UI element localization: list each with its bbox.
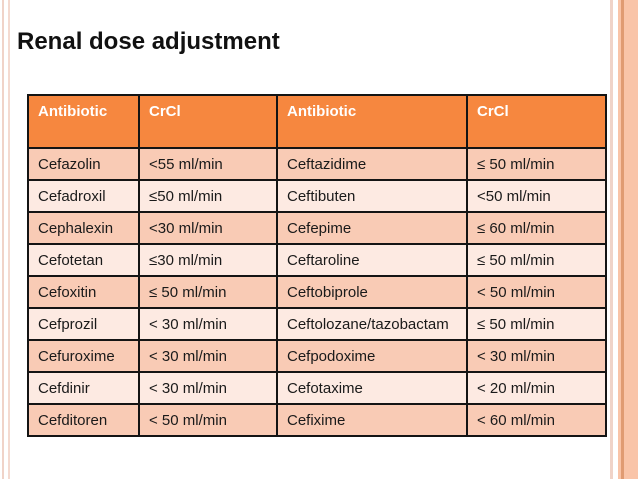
cell-crcl: ≤30 ml/min xyxy=(138,243,278,277)
cell-crcl: ≤50 ml/min xyxy=(138,179,278,213)
renal-dose-table: Antibiotic CrCl Antibiotic CrCl Cefazoli… xyxy=(27,94,607,437)
slide-title: Renal dose adjustment xyxy=(17,28,280,55)
cell-crcl: ≤ 50 ml/min xyxy=(466,147,607,181)
cell-antibiotic: Cefepime xyxy=(276,211,468,245)
table-row: Cefditoren < 50 ml/min Cefixime < 60 ml/… xyxy=(27,403,607,437)
cell-crcl: ≤ 50 ml/min xyxy=(138,275,278,309)
cell-antibiotic: Ceftaroline xyxy=(276,243,468,277)
header-antibiotic-1: Antibiotic xyxy=(27,94,140,149)
cell-crcl: < 20 ml/min xyxy=(466,371,607,405)
cell-antibiotic: Cefoxitin xyxy=(27,275,140,309)
frame-left-stripe-outer xyxy=(2,0,4,479)
cell-crcl: <50 ml/min xyxy=(466,179,607,213)
header-antibiotic-2: Antibiotic xyxy=(276,94,468,149)
cell-crcl: <55 ml/min xyxy=(138,147,278,181)
cell-antibiotic: Ceftolozane/tazobactam xyxy=(276,307,468,341)
cell-antibiotic: Cefpodoxime xyxy=(276,339,468,373)
frame-left-stripe-inner xyxy=(8,0,10,479)
cell-antibiotic: Ceftazidime xyxy=(276,147,468,181)
cell-crcl: < 50 ml/min xyxy=(466,275,607,309)
frame-right-band-line xyxy=(621,0,624,479)
cell-crcl: ≤ 50 ml/min xyxy=(466,243,607,277)
cell-antibiotic: Cefdinir xyxy=(27,371,140,405)
cell-crcl: < 30 ml/min xyxy=(138,307,278,341)
cell-antibiotic: Cephalexin xyxy=(27,211,140,245)
cell-crcl: <30 ml/min xyxy=(138,211,278,245)
cell-antibiotic: Cefixime xyxy=(276,403,468,437)
cell-crcl: < 60 ml/min xyxy=(466,403,607,437)
table-row: Cefotetan ≤30 ml/min Ceftaroline ≤ 50 ml… xyxy=(27,243,607,277)
table-row: Cefoxitin ≤ 50 ml/min Ceftobiprole < 50 … xyxy=(27,275,607,309)
cell-crcl: < 30 ml/min xyxy=(138,339,278,373)
table-row: Cefprozil < 30 ml/min Ceftolozane/tazoba… xyxy=(27,307,607,341)
cell-antibiotic: Cefprozil xyxy=(27,307,140,341)
cell-antibiotic: Cefadroxil xyxy=(27,179,140,213)
frame-right-stripe xyxy=(610,0,613,479)
header-crcl-2: CrCl xyxy=(466,94,607,149)
cell-antibiotic: Cefotetan xyxy=(27,243,140,277)
cell-crcl: < 30 ml/min xyxy=(466,339,607,373)
cell-antibiotic: Ceftobiprole xyxy=(276,275,468,309)
cell-crcl: ≤ 50 ml/min xyxy=(466,307,607,341)
cell-antibiotic: Cefuroxime xyxy=(27,339,140,373)
cell-crcl: < 30 ml/min xyxy=(138,371,278,405)
cell-crcl: < 50 ml/min xyxy=(138,403,278,437)
table-row: Cefazolin <55 ml/min Ceftazidime ≤ 50 ml… xyxy=(27,147,607,181)
header-crcl-1: CrCl xyxy=(138,94,278,149)
cell-antibiotic: Cefazolin xyxy=(27,147,140,181)
cell-antibiotic: Ceftibuten xyxy=(276,179,468,213)
table-row: Cefadroxil ≤50 ml/min Ceftibuten <50 ml/… xyxy=(27,179,607,213)
table-row: Cephalexin <30 ml/min Cefepime ≤ 60 ml/m… xyxy=(27,211,607,245)
table-header-row: Antibiotic CrCl Antibiotic CrCl xyxy=(27,94,607,149)
table-row: Cefdinir < 30 ml/min Cefotaxime < 20 ml/… xyxy=(27,371,607,405)
cell-crcl: ≤ 60 ml/min xyxy=(466,211,607,245)
table-row: Cefuroxime < 30 ml/min Cefpodoxime < 30 … xyxy=(27,339,607,373)
cell-antibiotic: Cefotaxime xyxy=(276,371,468,405)
cell-antibiotic: Cefditoren xyxy=(27,403,140,437)
